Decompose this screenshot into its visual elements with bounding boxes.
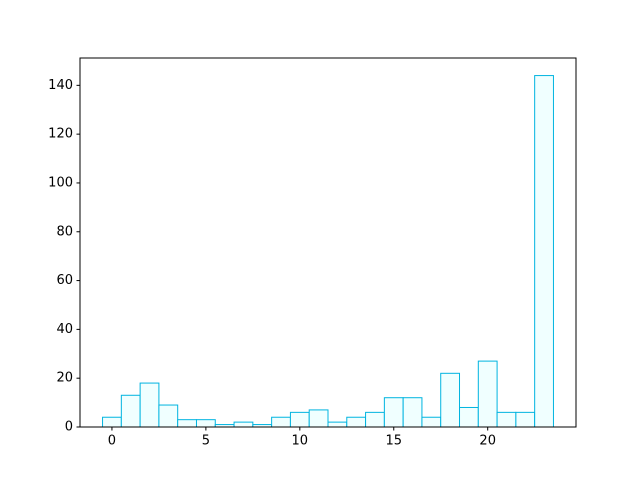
x-tick-label: 15 [385,434,402,449]
bar [102,416,122,428]
y-tick-label: 20 [56,371,73,386]
bar [271,416,291,428]
bar [327,421,348,428]
bar [402,397,423,428]
bar [120,394,141,428]
y-tick-label: 120 [48,127,73,142]
bar [308,409,329,428]
bar [346,416,367,428]
x-tick-label: 10 [292,434,309,449]
y-tick-label: 100 [48,175,73,190]
x-tick-label: 5 [202,434,210,449]
bar [289,411,310,428]
bar [421,416,442,428]
x-tick-label: 0 [108,434,116,449]
plot-frame [79,57,577,428]
bar [177,419,197,428]
bar [477,360,498,428]
bar [365,411,385,428]
bar [139,382,160,428]
bar [496,411,517,428]
bar [459,406,479,428]
bar [534,75,554,428]
bar [515,411,536,428]
bar [195,419,216,428]
y-tick-label: 140 [48,78,73,93]
y-tick-label: 60 [56,273,73,288]
bar [233,421,254,428]
y-tick-label: 80 [56,224,73,239]
bar [440,372,461,428]
x-tick-label: 20 [479,434,496,449]
y-tick-label: 0 [65,420,73,435]
y-tick-label: 40 [56,322,73,337]
bar [383,397,404,428]
bar [158,404,179,428]
